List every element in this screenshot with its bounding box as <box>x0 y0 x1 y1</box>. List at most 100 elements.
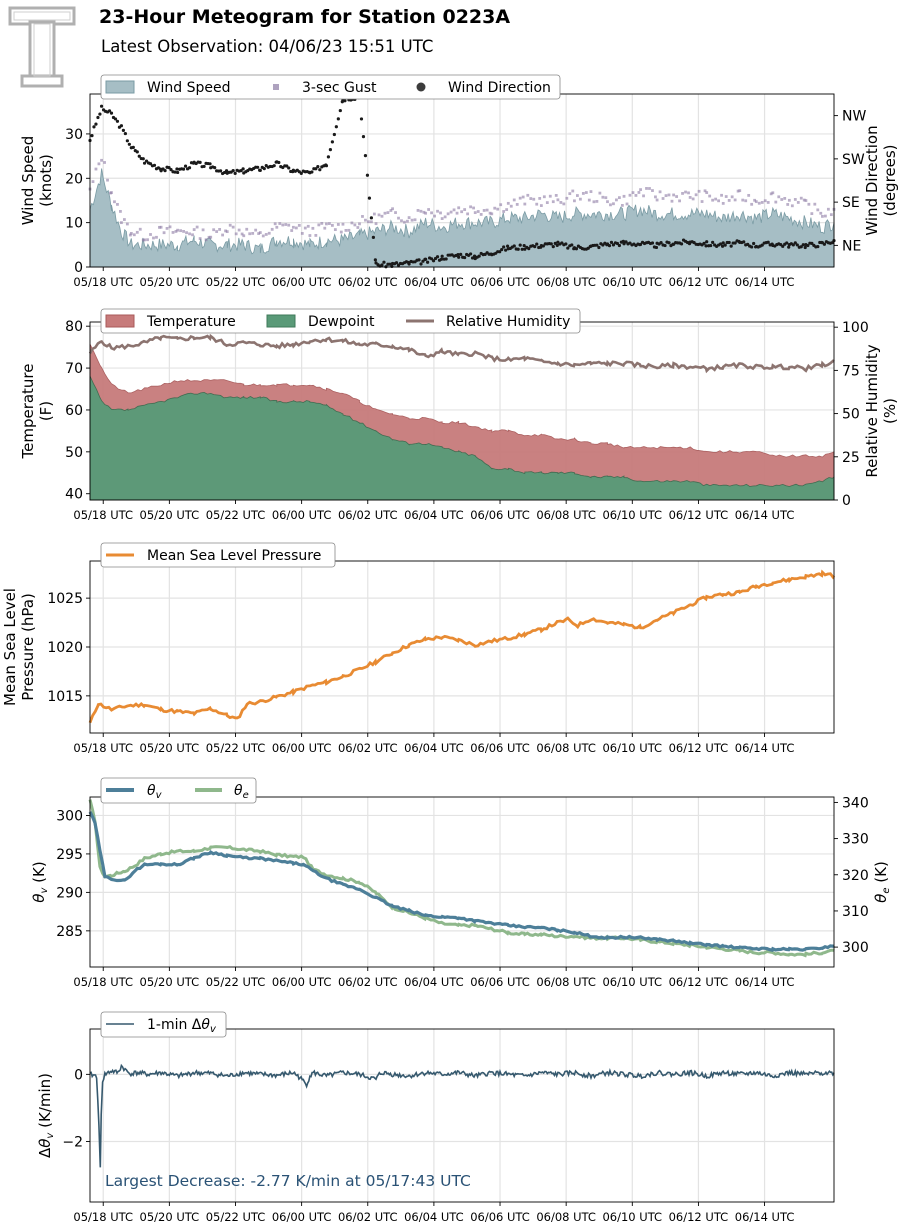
x-tick-label: 06/02 UTC <box>338 975 398 989</box>
wind-direction-point <box>522 244 526 248</box>
gust-point <box>612 202 615 206</box>
gust-point <box>727 199 731 202</box>
theta-e-line <box>88 799 835 958</box>
gust-point <box>639 188 642 192</box>
x-tick-label: 05/22 UTC <box>206 975 266 989</box>
gust-point <box>182 229 185 233</box>
gust-point <box>463 208 467 211</box>
wind-direction-point <box>131 145 135 149</box>
wind-direction-point <box>202 164 206 169</box>
gust-point <box>620 203 624 207</box>
gust-point <box>333 228 337 231</box>
gust-point <box>554 194 558 197</box>
wind-direction-point <box>624 240 628 244</box>
gust-point <box>347 228 351 232</box>
legend-label-dewpoint: Dewpoint <box>308 314 375 330</box>
wind-direction-point <box>500 247 504 252</box>
gust-point <box>565 196 569 200</box>
gust-point <box>476 210 480 213</box>
gust-point <box>257 232 261 235</box>
wind-direction-point <box>98 112 102 116</box>
y-tick-label: 60 <box>65 403 83 419</box>
y2-axis-label: Wind Direction(degrees) <box>863 125 899 235</box>
wind-direction-point <box>595 243 599 247</box>
wind-direction-point <box>167 166 171 170</box>
gust-point <box>120 221 123 225</box>
wind-direction-point <box>109 111 114 115</box>
wind-direction-point <box>810 241 814 245</box>
gust-point <box>598 191 602 195</box>
wind-direction-point <box>285 164 289 168</box>
wind-direction-point <box>169 168 173 172</box>
wind-direction-point <box>527 247 531 251</box>
gust-point <box>221 233 224 237</box>
gust-point <box>824 214 827 218</box>
gust-point <box>769 192 773 196</box>
gust-point <box>819 211 823 215</box>
gust-point <box>738 189 742 193</box>
x-tick-label: 06/12 UTC <box>669 1210 729 1224</box>
x-tick-label: 05/22 UTC <box>206 275 266 289</box>
wind-direction-point <box>148 162 153 166</box>
gust-point <box>290 229 294 232</box>
wind-direction-point <box>233 171 237 176</box>
temperature-legend: Temperature Dewpoint Relative Humidity <box>100 308 581 334</box>
wind-direction-point <box>709 243 713 248</box>
wind-direction-point <box>224 169 229 173</box>
gust-point <box>802 198 806 202</box>
x-tick-label: 05/22 UTC <box>206 508 266 522</box>
gust-point <box>642 194 645 198</box>
gust-point <box>502 210 506 213</box>
gust-point <box>754 200 758 204</box>
x-tick-label: 06/12 UTC <box>669 975 729 989</box>
page-title: 23-Hour Meteogram for Station 0223A <box>99 6 510 28</box>
y-tick-label: SE <box>842 195 860 211</box>
wind-direction-point <box>472 254 477 258</box>
wind-direction-point <box>173 170 177 174</box>
gust-point <box>664 194 668 198</box>
gust-point <box>311 226 315 230</box>
gust-point <box>174 230 178 233</box>
wind-direction-point <box>463 255 467 260</box>
gust-point <box>581 192 585 195</box>
gust-point <box>705 191 709 194</box>
gust-point <box>446 212 450 216</box>
gust-point <box>258 231 262 234</box>
wind-direction-point <box>299 171 303 175</box>
wind-direction-point <box>388 262 392 266</box>
gust-point <box>460 210 464 214</box>
pressure-legend: Mean Sea Level Pressure <box>100 542 336 568</box>
gust-point <box>374 222 378 226</box>
gust-point <box>493 206 497 210</box>
temperature-panel: 05/18 UTC 05/20 UTC 05/22 UTC 06/00 UTC 06/0… <box>19 308 899 522</box>
gust-point <box>419 209 423 213</box>
wind-direction-point <box>555 243 559 247</box>
x-tick-label: 06/12 UTC <box>669 275 729 289</box>
wind-direction-point <box>795 243 799 247</box>
gust-point <box>281 223 285 227</box>
x-tick-label: 06/12 UTC <box>669 741 729 755</box>
wind-direction-point <box>330 140 334 144</box>
gust-point <box>218 228 222 231</box>
x-tick-label: 06/02 UTC <box>338 1210 398 1224</box>
gust-point <box>294 226 298 230</box>
wind-direction-point <box>382 260 386 264</box>
wind-direction-point <box>380 263 384 267</box>
wind-direction-point <box>702 241 706 245</box>
wind-direction-point <box>766 240 770 244</box>
gust-point <box>804 199 808 202</box>
wind-direction-point <box>90 134 94 138</box>
gust-point <box>427 208 431 211</box>
wind-direction-point <box>760 243 764 247</box>
theta-panel: 05/18 UTC 05/20 UTC 05/22 UTC 06/00 UTC 06/0… <box>30 777 892 989</box>
gust-point <box>135 230 139 234</box>
wind-direction-point <box>332 132 336 137</box>
gust-point <box>300 232 304 235</box>
x-tick-label: 05/20 UTC <box>140 1210 200 1224</box>
gust-point <box>297 223 301 227</box>
gust-point <box>780 198 784 201</box>
gust-point <box>529 197 533 200</box>
gust-point <box>521 195 525 199</box>
wind-direction-point <box>369 216 373 220</box>
gust-point <box>273 222 277 226</box>
